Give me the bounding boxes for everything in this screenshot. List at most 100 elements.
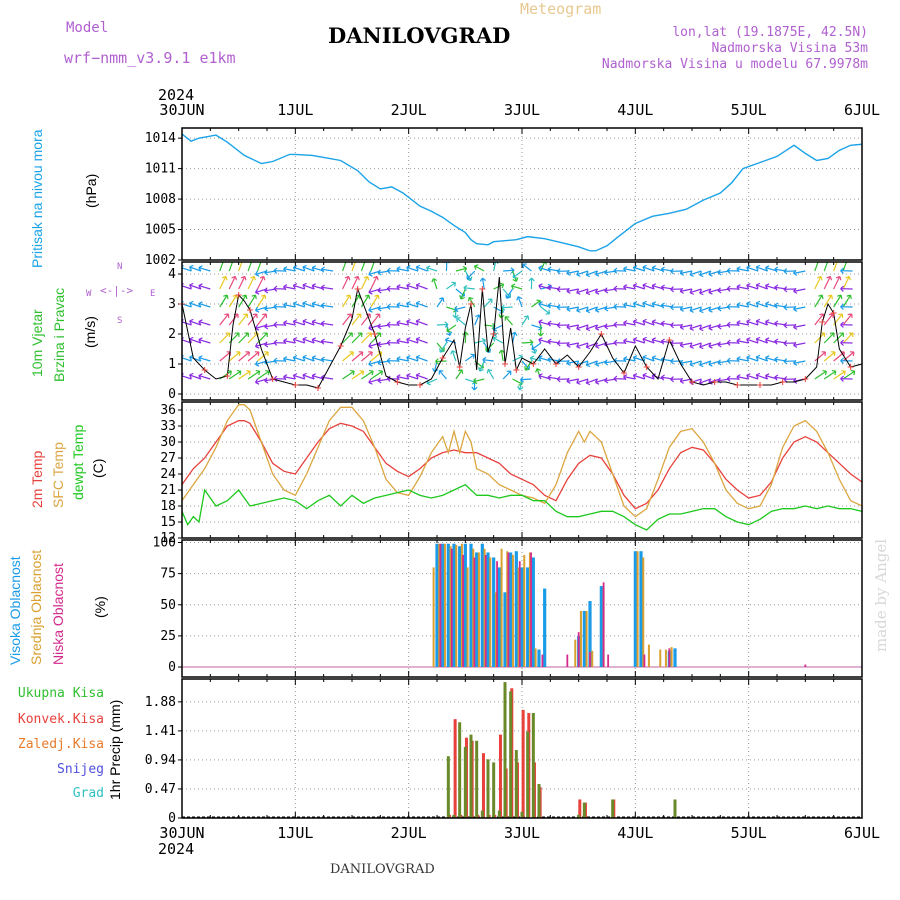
wind-barb-head xyxy=(263,276,266,281)
wind-barb xyxy=(842,276,850,290)
wind-barb xyxy=(182,267,192,272)
wind-barb xyxy=(642,356,655,362)
wind-barb-head xyxy=(839,276,842,281)
wind-barb-head xyxy=(576,288,580,294)
wind-barb-head xyxy=(511,283,516,287)
bottom-day-label: 1JUL xyxy=(277,824,313,842)
wind-barb-head xyxy=(255,381,260,385)
wind-barb-head xyxy=(415,266,419,271)
wind-barb-head xyxy=(375,313,380,316)
wind-barb-head xyxy=(566,377,570,382)
wind-barb xyxy=(814,313,824,326)
wind-barb xyxy=(321,268,334,272)
wind-barb xyxy=(623,376,636,380)
wind-barb-head xyxy=(451,281,456,284)
wind-barb-head xyxy=(736,338,741,342)
wind-barb xyxy=(446,282,456,290)
wind-barb xyxy=(689,288,702,294)
wind-barb-head xyxy=(478,367,481,372)
wind-barb-head xyxy=(840,378,844,382)
wind-barb xyxy=(182,285,192,290)
wind-barb-head xyxy=(538,355,543,359)
wind-barb xyxy=(746,284,759,290)
wind-barb-head xyxy=(689,310,694,313)
wind-barb-head xyxy=(245,295,248,300)
wind-barb xyxy=(842,332,854,344)
wind-barb-head xyxy=(717,377,721,382)
conv-precip-bar xyxy=(521,709,525,818)
wind-barb-head xyxy=(292,338,296,344)
wind-barb-head xyxy=(689,270,693,276)
wind-barb xyxy=(833,294,842,308)
wind-barb-head xyxy=(660,320,665,324)
wind-barb-head xyxy=(368,306,372,311)
bottom-day-label: 3JUL xyxy=(504,824,540,842)
wind-barb-head xyxy=(689,324,693,330)
wind-barb xyxy=(503,269,515,272)
mid-cloud-bar xyxy=(647,644,650,668)
wind-barb-head xyxy=(642,264,647,268)
wind-barb-head xyxy=(717,326,722,330)
wind-barb-head xyxy=(302,264,307,268)
wind-barb-head xyxy=(311,373,317,377)
wind-barb-head xyxy=(472,354,475,359)
wind-barb xyxy=(689,324,702,330)
total-precip-bar xyxy=(582,802,586,818)
wind-barb-head xyxy=(535,368,538,373)
wind-barb-head xyxy=(679,305,684,310)
wind-barb xyxy=(370,313,380,326)
wind-barb-head xyxy=(283,268,287,273)
wind-barb-head xyxy=(651,355,657,359)
total-precip-bar xyxy=(497,810,501,818)
wind-barb xyxy=(833,276,841,290)
wind-barb xyxy=(746,302,759,308)
wind-barb-head xyxy=(368,291,373,295)
wind-barb-head xyxy=(386,288,391,292)
wind-barb xyxy=(219,351,231,362)
wind-barb-head xyxy=(604,359,608,364)
mid-cloud-bar xyxy=(511,554,514,668)
panel-frame xyxy=(181,539,863,678)
wind-barb-head xyxy=(262,313,267,316)
wind-barb-head xyxy=(406,302,410,308)
wind-barb xyxy=(633,374,645,380)
wind-barb-head xyxy=(642,302,646,307)
wind-barb-head xyxy=(292,374,296,380)
wind-barb-head xyxy=(283,266,288,270)
mid-cloud-bar xyxy=(642,557,645,668)
wind-barb-head xyxy=(445,337,450,341)
wind-barb xyxy=(642,338,655,344)
wind-barb-head xyxy=(500,314,505,319)
low-cloud-bar xyxy=(496,561,498,668)
wind-barb-head xyxy=(531,350,536,354)
wind-barb-head xyxy=(585,271,589,276)
wind-barb xyxy=(793,270,806,274)
wind-barb xyxy=(238,276,246,290)
wind-barb xyxy=(406,320,419,326)
compass-s-label: S xyxy=(117,316,123,326)
wind-barb-head xyxy=(840,285,844,290)
wind-barb-head xyxy=(520,379,524,383)
wind-barb-head xyxy=(841,369,846,372)
wind-barb-head xyxy=(670,286,674,290)
wind-barb-head xyxy=(679,308,684,312)
wind-barb xyxy=(360,262,366,272)
wind-barb-head xyxy=(415,302,419,307)
wind-barb-head xyxy=(283,322,287,327)
wind-barb-head xyxy=(679,380,684,384)
wind-barb xyxy=(302,266,315,272)
wind-barb-head xyxy=(240,275,246,279)
wind-barb xyxy=(633,266,645,272)
wind-barb-head xyxy=(273,303,278,308)
total-precip-bar xyxy=(537,784,541,818)
wind-barb-head xyxy=(416,318,421,322)
wind-barb-head xyxy=(642,300,647,304)
wind-barb-head xyxy=(292,302,296,308)
wind-barb xyxy=(247,332,259,344)
wind-barb xyxy=(823,332,835,344)
wind-barb-head xyxy=(386,339,391,344)
wind-barb xyxy=(198,285,211,290)
wind-barb-head xyxy=(505,294,508,299)
wind-barb-head xyxy=(396,376,400,381)
wind-barb-head xyxy=(377,344,382,348)
